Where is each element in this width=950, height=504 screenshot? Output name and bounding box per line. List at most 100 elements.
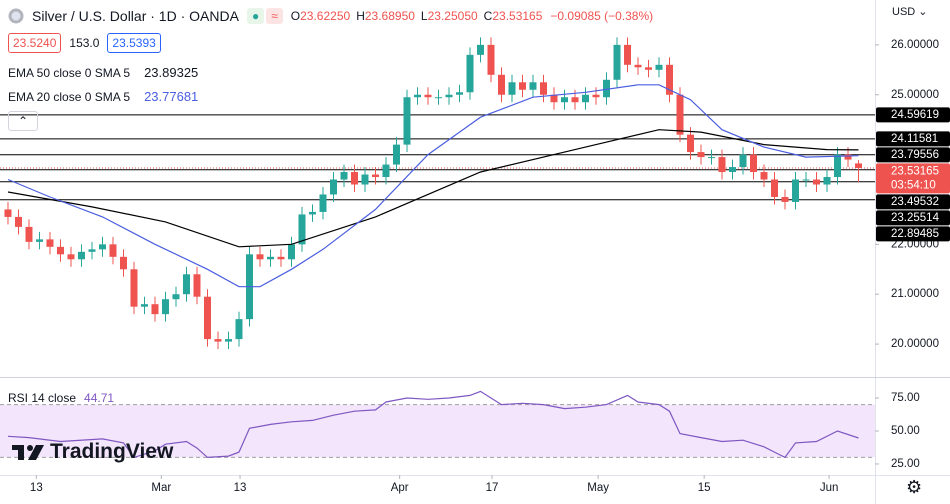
rsi-band <box>0 404 875 458</box>
ohlc-item: C23.53165 <box>484 9 543 23</box>
ohlc-key: L <box>420 9 428 23</box>
candle-body <box>14 216 22 227</box>
candle-body <box>739 154 747 168</box>
market-status[interactable]: ● <box>246 8 265 24</box>
symbol-icon <box>8 8 24 24</box>
candle-body <box>655 64 663 70</box>
x-tick-label: 13 <box>234 482 247 494</box>
candle-body <box>561 97 569 103</box>
level-label-bg <box>876 147 950 163</box>
candle-body <box>161 299 169 315</box>
candle-body <box>308 211 316 215</box>
candle-body <box>88 249 96 252</box>
candle-body <box>603 79 611 98</box>
level-label: 23.25514 <box>891 212 940 224</box>
candle-body <box>382 164 390 178</box>
candle-body <box>708 157 716 159</box>
candle-body <box>235 319 243 340</box>
candle-body <box>193 274 201 297</box>
x-tick-label: Apr <box>391 482 409 494</box>
candle-body <box>172 294 180 300</box>
candle-body <box>256 254 264 260</box>
collapse-button[interactable]: ⌃ <box>8 111 38 131</box>
candle-body <box>771 179 779 197</box>
candle-body <box>455 92 463 95</box>
candle-body <box>750 154 758 173</box>
candle-body <box>151 304 159 315</box>
y-tick-label: 75.00 <box>891 392 920 404</box>
candle-body <box>340 172 348 180</box>
y-tick-label: 21.00000 <box>891 288 939 300</box>
candle-body <box>424 94 432 98</box>
candle-body <box>855 163 863 168</box>
candle-body <box>645 67 653 70</box>
level-label-bg <box>876 131 950 147</box>
candle-body <box>403 97 411 145</box>
candle-body <box>476 44 484 55</box>
candle-body <box>466 54 474 93</box>
x-tick-label: 15 <box>698 482 711 494</box>
candle-body <box>56 246 64 255</box>
candle-body <box>802 179 810 181</box>
candle-body <box>498 74 506 95</box>
candle-body <box>25 226 33 242</box>
x-tick-label: 17 <box>486 482 499 494</box>
moving-average <box>7 84 859 288</box>
candle-body <box>540 82 548 95</box>
candle-body <box>182 274 190 295</box>
level-label-bg <box>876 194 950 210</box>
candle-body <box>277 256 285 260</box>
y-tick-label: 20.00000 <box>891 338 939 350</box>
candle-body <box>519 82 527 90</box>
candle-body <box>35 239 43 242</box>
candle-body <box>392 144 400 165</box>
candle-body <box>4 209 12 217</box>
candle-body <box>792 179 800 202</box>
candle-body <box>687 134 695 153</box>
data-status[interactable]: ≈ <box>266 8 283 24</box>
ohlc-value: 23.53165 <box>492 9 543 23</box>
watermark: TradingView <box>12 440 173 464</box>
watermark-text: TradingView <box>50 440 174 463</box>
y-tick-label: 25.00000 <box>891 89 939 101</box>
ohlc: O23.62250 H23.68950 L23.25050 C23.53165 <box>291 9 543 23</box>
bid[interactable]: 23.5240 <box>8 33 62 53</box>
candle-body <box>350 172 358 185</box>
legend-name: RSI 14 close <box>8 391 77 405</box>
level-label: 24.11581 <box>891 133 938 145</box>
candle-body <box>140 304 148 307</box>
price-label: 23.53165 <box>891 165 939 177</box>
ask[interactable]: 23.5393 <box>107 33 161 53</box>
candle-body <box>46 239 54 247</box>
candle-body <box>508 82 516 95</box>
price-label-bg <box>876 163 950 194</box>
candle-body <box>77 251 85 260</box>
ema20-legend: EMA 20 close 0 SMA 5 23.77681 <box>8 89 198 104</box>
candle-body <box>67 254 75 260</box>
ohlc-value: 23.25050 <box>427 9 478 23</box>
currency-button[interactable]: USD ⌄ <box>892 6 928 18</box>
y-tick-label: 50.00 <box>891 425 920 437</box>
candle-body <box>729 167 737 173</box>
candle-body <box>844 154 852 160</box>
candle-body <box>109 244 117 257</box>
level-label: 22.89485 <box>891 228 939 240</box>
ohlc-value: 23.68950 <box>364 9 415 23</box>
candle-body <box>361 174 369 185</box>
x-tick-label: 13 <box>30 482 43 494</box>
ohlc-key: O <box>290 9 301 23</box>
candle-body <box>613 44 621 80</box>
spread: 153.0 <box>69 36 100 50</box>
candle-body <box>834 154 842 178</box>
settings[interactable]: ⚙ <box>906 477 923 497</box>
level-label-bg <box>876 210 950 226</box>
ema50-legend: EMA 50 close 0 SMA 5 23.89325 <box>8 65 198 80</box>
legend-value: 44.71 <box>84 391 115 405</box>
ohlc-key: H <box>356 9 365 23</box>
candle-body <box>634 64 642 68</box>
x-tick-label: Mar <box>151 482 171 494</box>
rsi-legend: RSI 14 close 44.71 <box>8 391 114 405</box>
candle-body <box>666 64 674 95</box>
level-label: 23.79556 <box>891 149 939 161</box>
ohlc-item: O23.62250 <box>291 9 350 23</box>
